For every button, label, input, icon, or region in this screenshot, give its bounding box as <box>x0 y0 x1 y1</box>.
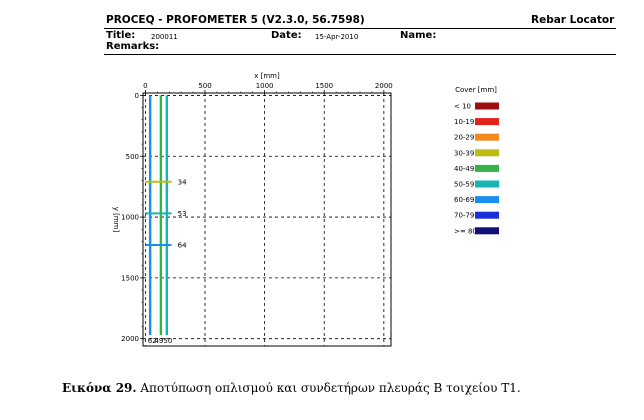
date-value: 15-Apr-2010 <box>315 33 359 41</box>
vertical-rebar-label: 49 <box>154 337 163 345</box>
x-tick-label: 500 <box>198 82 211 90</box>
vertical-rebar-label: 62 <box>148 337 157 345</box>
plot-frame <box>142 92 392 347</box>
horizontal-rebar-label: 64 <box>178 242 187 250</box>
legend-swatch <box>475 102 499 110</box>
legend-item-label: 30-39 <box>454 149 474 157</box>
legend-swatch <box>475 196 499 204</box>
legend-item-label: 60-69 <box>454 196 474 204</box>
figure-caption: Εικόνα 29. Αποτύπωση οπλισμού και συνδετ… <box>62 381 521 395</box>
app-title: PROCEQ - PROFOMETER 5 (V2.3.0, 56.7598) <box>106 14 365 26</box>
y-tick-label: 2000 <box>121 335 139 343</box>
legend-item-label: < 10 <box>454 103 471 111</box>
horizontal-rebar-label: 53 <box>178 210 187 218</box>
legend-swatch <box>475 133 499 141</box>
legend-item-label: >= 80 <box>454 227 477 235</box>
name-label: Name: <box>400 30 437 41</box>
legend-swatch <box>475 118 499 126</box>
cover-legend: Cover [mm] < 10 10-19 20-29 30-39 40-49 50-59 6… <box>454 86 499 235</box>
axis-labels: 0 500 1000 1500 2000 0 500 1000 1500 2000 x [mm] y … <box>112 72 393 343</box>
title-value: 200011 <box>151 33 178 41</box>
caption-text: Αποτύπωση οπλισμού και συνδετήρων πλευρά… <box>136 381 521 395</box>
plot-area <box>142 92 392 347</box>
legend-item-label: 10-19 <box>454 118 474 126</box>
chart-grid <box>140 90 391 346</box>
x-tick-label: 1000 <box>256 82 274 90</box>
remarks-divider <box>104 54 616 55</box>
legend-swatch <box>475 227 499 235</box>
y-tick-label: 0 <box>135 92 139 100</box>
legend-item-label: 20-29 <box>454 134 474 142</box>
legend-swatch <box>475 149 499 157</box>
x-tick-label: 2000 <box>375 82 393 90</box>
y-tick-label: 500 <box>126 153 139 161</box>
module-name: Rebar Locator <box>531 14 615 26</box>
y-tick-label: 1500 <box>121 274 139 282</box>
legend-item-label: 70-79 <box>454 212 474 220</box>
y-tick-label: 1000 <box>121 214 139 222</box>
vertical-rebar-label: 50 <box>163 337 172 345</box>
caption-number: Εικόνα 29. <box>62 381 137 395</box>
legend-swatch <box>475 164 499 172</box>
y-axis-title: y [mm] <box>112 207 120 233</box>
x-axis-title: x [mm] <box>254 72 280 80</box>
legend-item-label: 40-49 <box>454 165 474 173</box>
x-tick-label: 0 <box>143 82 147 90</box>
date-label: Date: <box>271 30 302 41</box>
legend-item-label: 50-59 <box>454 181 474 189</box>
remarks-label: Remarks: <box>106 41 160 52</box>
legend-title: Cover [mm] <box>455 86 497 94</box>
title-label: Title: <box>106 30 136 41</box>
x-tick-label: 1500 <box>315 82 333 90</box>
header-divider <box>104 28 616 29</box>
horizontal-rebar-label: 34 <box>178 178 187 186</box>
legend-swatch <box>475 180 499 188</box>
legend-swatch <box>475 211 499 219</box>
